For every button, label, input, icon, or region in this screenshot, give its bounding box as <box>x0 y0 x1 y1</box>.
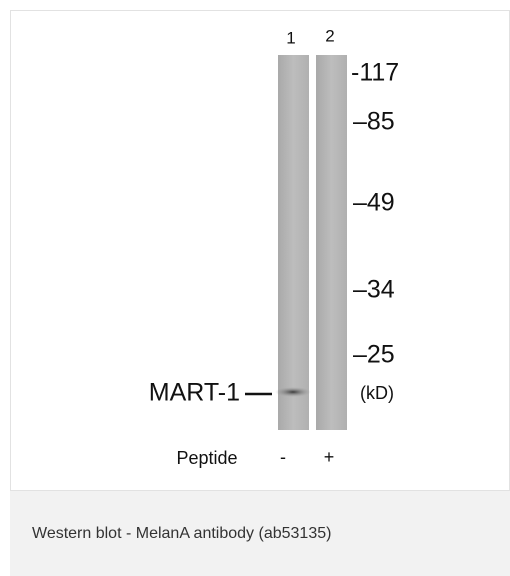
unit-label: (kD) <box>360 383 394 403</box>
treatment-value: - <box>280 447 286 467</box>
blot-figure: 1 2 -117 –85 –49 –34 –25 (kD) MART-1 Pep… <box>0 0 510 490</box>
marker-label: -117 <box>351 59 399 87</box>
lane-number: 2 <box>325 26 334 45</box>
treatment-value: + <box>324 447 335 467</box>
figure-frame <box>11 11 510 491</box>
marker-label: –34 <box>353 276 395 304</box>
lane-2 <box>316 55 347 430</box>
page: 1 2 -117 –85 –49 –34 –25 (kD) MART-1 Pep… <box>0 0 510 576</box>
marker-label: –85 <box>353 108 395 136</box>
caption: Western blot - MelanA antibody (ab53135) <box>32 525 331 543</box>
treatment-label: Peptide <box>176 448 237 468</box>
lane-number: 1 <box>286 28 295 47</box>
caption-box: Western blot - MelanA antibody (ab53135) <box>10 490 510 576</box>
marker-label: –25 <box>353 341 395 369</box>
band <box>275 387 311 397</box>
lane-1 <box>278 55 309 430</box>
band-label: MART-1 <box>149 379 240 407</box>
marker-label: –49 <box>353 189 395 217</box>
